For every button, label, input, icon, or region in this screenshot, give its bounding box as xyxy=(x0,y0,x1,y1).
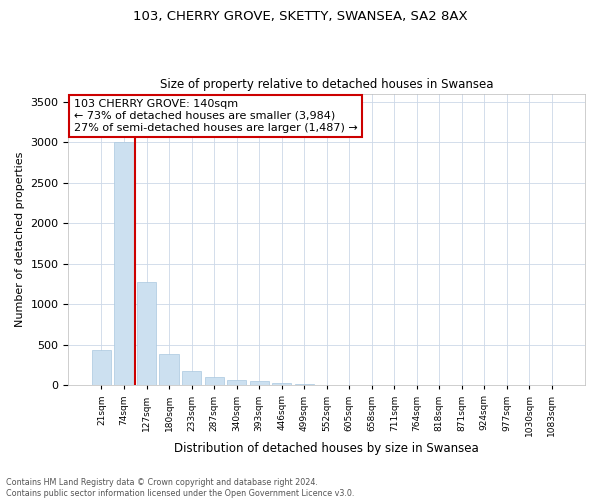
Bar xyxy=(227,380,246,386)
Bar xyxy=(295,384,314,386)
Bar xyxy=(250,381,269,386)
Y-axis label: Number of detached properties: Number of detached properties xyxy=(15,152,25,327)
Title: Size of property relative to detached houses in Swansea: Size of property relative to detached ho… xyxy=(160,78,493,91)
Text: Contains HM Land Registry data © Crown copyright and database right 2024.
Contai: Contains HM Land Registry data © Crown c… xyxy=(6,478,355,498)
Bar xyxy=(272,383,291,386)
X-axis label: Distribution of detached houses by size in Swansea: Distribution of detached houses by size … xyxy=(175,442,479,455)
Bar xyxy=(92,350,111,386)
Bar xyxy=(137,282,156,386)
Bar xyxy=(182,371,201,386)
Bar xyxy=(115,142,134,386)
Text: 103, CHERRY GROVE, SKETTY, SWANSEA, SA2 8AX: 103, CHERRY GROVE, SKETTY, SWANSEA, SA2 … xyxy=(133,10,467,23)
Bar xyxy=(160,354,179,386)
Bar xyxy=(205,377,224,386)
Text: 103 CHERRY GROVE: 140sqm
← 73% of detached houses are smaller (3,984)
27% of sem: 103 CHERRY GROVE: 140sqm ← 73% of detach… xyxy=(74,100,358,132)
